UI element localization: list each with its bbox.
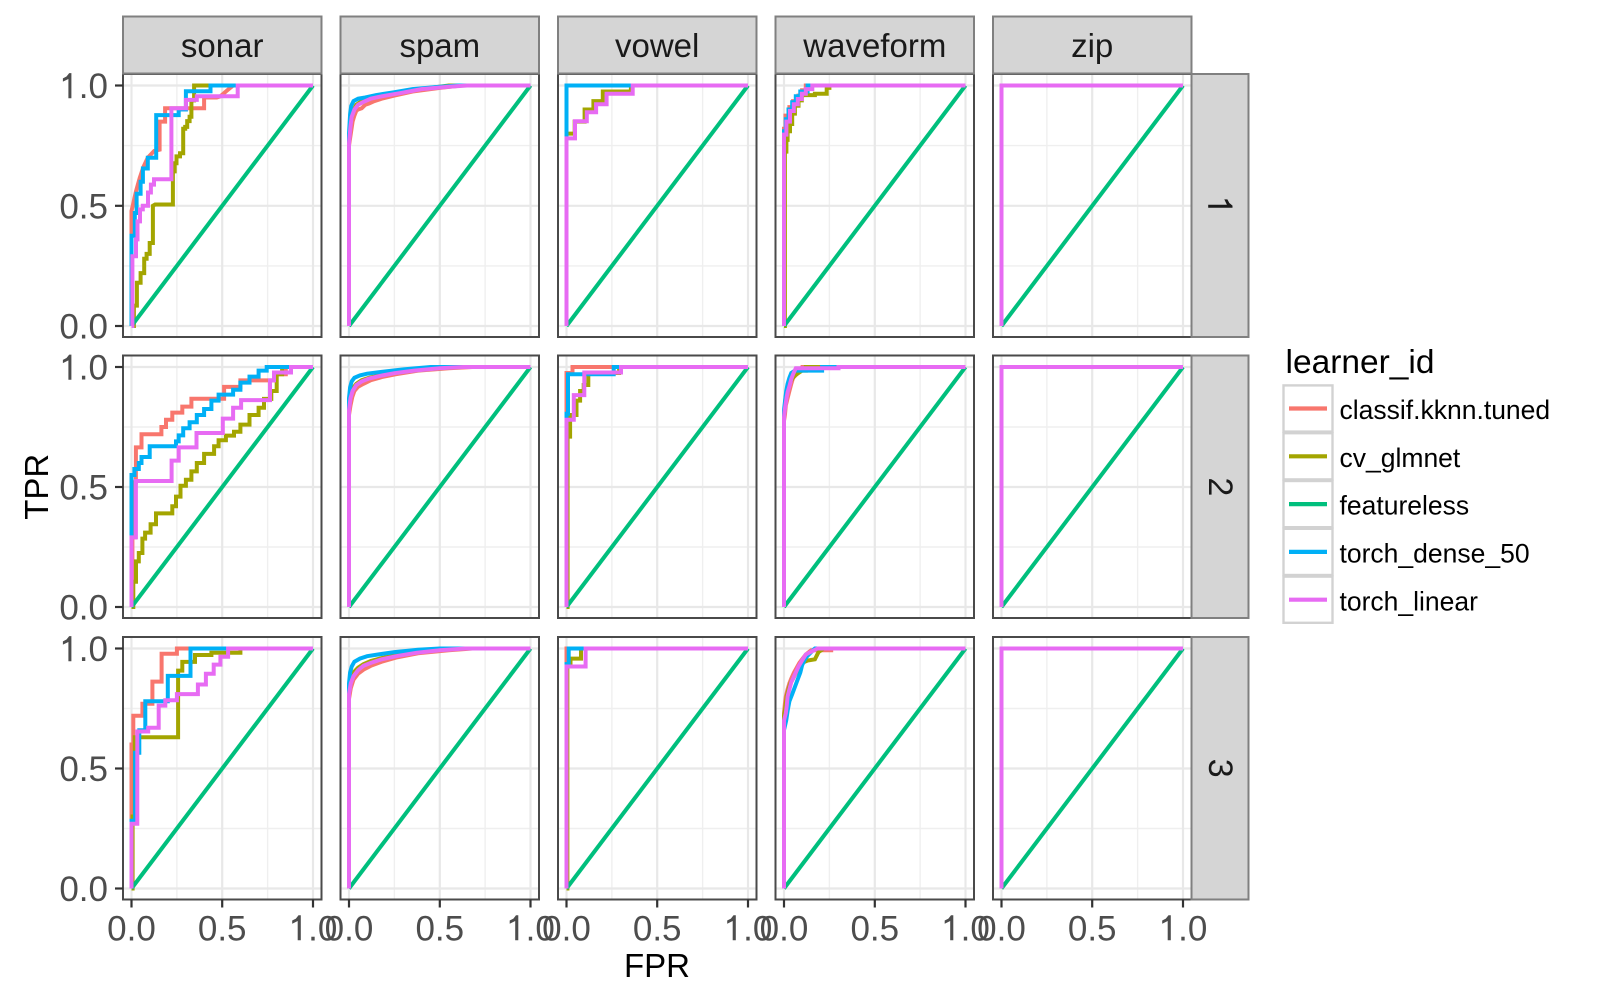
svg-text:.0: .0	[79, 349, 108, 388]
svg-text:.0: .0	[526, 909, 555, 948]
svg-text:.0: .0	[1178, 909, 1207, 948]
svg-text:0.0: 0.0	[59, 870, 108, 909]
svg-text:0.0: 0.0	[107, 909, 156, 948]
svg-text:0.0: 0.0	[977, 909, 1026, 948]
svg-text:0.0: 0.0	[59, 308, 108, 347]
svg-text:0.5: 0.5	[415, 909, 464, 948]
svg-text:0.5: 0.5	[850, 909, 899, 948]
svg-text:0.5: 0.5	[59, 750, 108, 789]
svg-text:.0: .0	[79, 67, 108, 106]
svg-text:2: 2	[1201, 477, 1239, 496]
svg-text:waveform: waveform	[802, 27, 946, 64]
svg-text:learner_id: learner_id	[1286, 344, 1435, 381]
svg-text:.0: .0	[961, 909, 990, 948]
svg-text:cv_glmnet: cv_glmnet	[1340, 443, 1461, 473]
svg-text:sonar: sonar	[181, 27, 264, 64]
svg-text:TPR: TPR	[18, 454, 55, 520]
svg-text:.0: .0	[308, 909, 337, 948]
svg-text:vowel: vowel	[615, 27, 699, 64]
svg-text:classif.kknn.tuned: classif.kknn.tuned	[1340, 395, 1551, 425]
svg-text:3: 3	[1201, 759, 1239, 778]
svg-text:spam: spam	[399, 27, 480, 64]
svg-text:0.5: 0.5	[59, 469, 108, 508]
svg-text:0.0: 0.0	[59, 589, 108, 628]
svg-text:0.0: 0.0	[760, 909, 809, 948]
svg-text:0.0: 0.0	[325, 909, 374, 948]
svg-text:0.0: 0.0	[542, 909, 591, 948]
svg-text:0.5: 0.5	[633, 909, 682, 948]
svg-text:0.5: 0.5	[1068, 909, 1117, 948]
svg-text:0.5: 0.5	[198, 909, 247, 948]
svg-text:FPR: FPR	[624, 947, 690, 984]
svg-text:torch_dense_50: torch_dense_50	[1340, 539, 1530, 569]
svg-text:torch_linear: torch_linear	[1340, 586, 1479, 616]
svg-text:.0: .0	[79, 630, 108, 669]
svg-text:zip: zip	[1071, 27, 1113, 64]
svg-text:0.5: 0.5	[59, 187, 108, 226]
svg-text:.0: .0	[743, 909, 772, 948]
svg-text:featureless: featureless	[1340, 491, 1470, 521]
